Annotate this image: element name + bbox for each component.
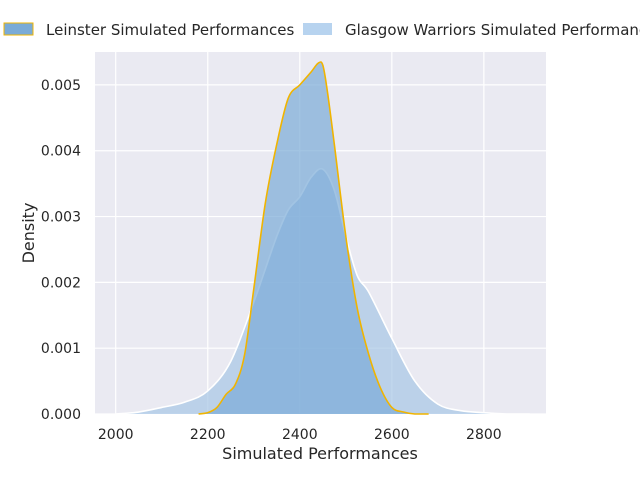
x-tick-label: 2600 bbox=[374, 427, 410, 443]
y-tick-label: 0.005 bbox=[41, 78, 81, 94]
x-tick-label: 2400 bbox=[282, 427, 318, 443]
x-tick-label: 2800 bbox=[466, 427, 502, 443]
density-area-leinster bbox=[198, 61, 429, 414]
y-tick-label: 0.002 bbox=[41, 275, 81, 291]
legend-item-leinster[interactable]: Leinster Simulated Performances bbox=[3, 21, 294, 39]
legend-swatch-leinster bbox=[3, 22, 34, 36]
x-tick-label: 2000 bbox=[98, 427, 134, 443]
x-tick-label: 2200 bbox=[190, 427, 226, 443]
x-axis-label: Simulated Performances bbox=[222, 444, 418, 463]
y-tick-label: 0.001 bbox=[41, 341, 81, 357]
y-tick-label: 0.003 bbox=[41, 210, 81, 226]
legend-swatch-glasgow bbox=[303, 23, 332, 35]
y-tick-label: 0.004 bbox=[41, 144, 81, 160]
y-tick-label: 0.000 bbox=[41, 407, 81, 423]
y-tick-labels: 0.000 0.001 0.002 0.003 0.004 0.005 bbox=[41, 78, 81, 423]
legend-label-glasgow: Glasgow Warriors Simulated Performances bbox=[345, 21, 640, 39]
density-line-leinster bbox=[198, 61, 429, 415]
density-areas bbox=[115, 61, 530, 415]
x-tick-labels: 2000 2200 2400 2600 2800 bbox=[98, 427, 502, 443]
legend-label-leinster: Leinster Simulated Performances bbox=[46, 21, 294, 39]
y-axis-label: Density bbox=[19, 203, 38, 264]
legend-item-glasgow[interactable]: Glasgow Warriors Simulated Performances bbox=[303, 21, 640, 39]
legend: Leinster Simulated Performances Glasgow … bbox=[3, 21, 640, 39]
